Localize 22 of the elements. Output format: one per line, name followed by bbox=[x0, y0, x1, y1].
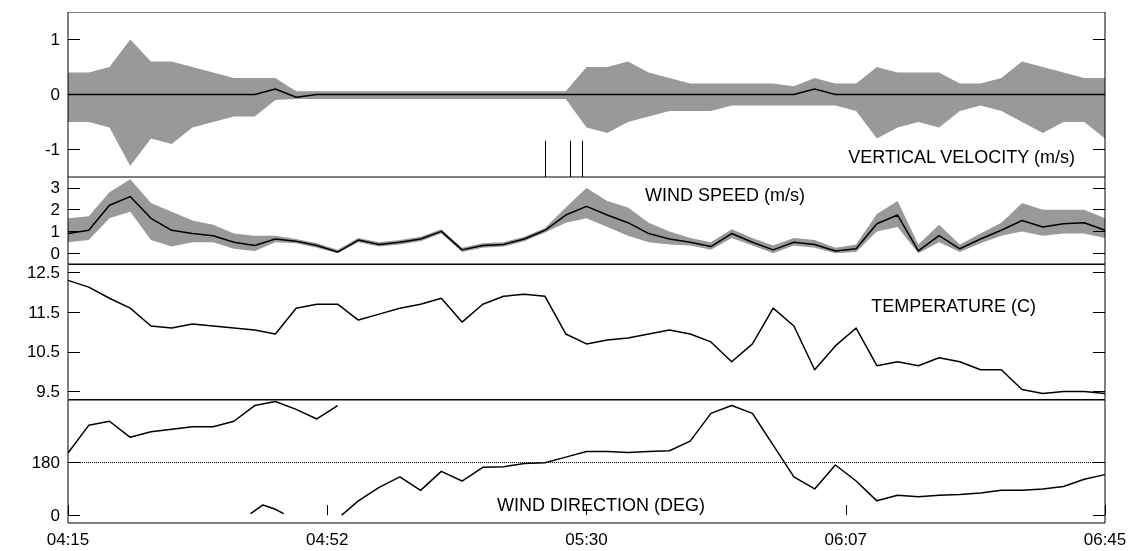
y-tick-label: 0 bbox=[50, 85, 60, 104]
y-tick-label: 0 bbox=[50, 505, 60, 525]
x-tick-label: 06:07 bbox=[824, 530, 868, 549]
text: VERTICAL VELOCITY (m/s) bbox=[848, 147, 1076, 167]
y-tick-label: 2 bbox=[50, 200, 60, 220]
x-tick-label: 04:52 bbox=[305, 530, 349, 549]
y-tick-label: 180 bbox=[31, 453, 60, 473]
y-tick-label: 9.5 bbox=[36, 382, 60, 402]
y-tick-label: -1 bbox=[44, 140, 60, 159]
text: TEMPERATURE (C) bbox=[871, 296, 1037, 316]
x-tick-label: 04:15 bbox=[46, 530, 90, 549]
y-tick-label: 1 bbox=[50, 30, 60, 49]
y-tick-label: 3 bbox=[50, 178, 60, 198]
y-tick-label: 12.5 bbox=[26, 262, 60, 282]
y-tick-label: 0 bbox=[50, 243, 60, 263]
y-tick-label: 11.5 bbox=[28, 302, 60, 322]
text: WIND DIRECTION (DEG) bbox=[497, 495, 705, 515]
x-tick-label: 06:45 bbox=[1083, 530, 1127, 549]
chart-title: WIND SPEED (m/s) bbox=[645, 185, 805, 205]
x-tick-label: 05:30 bbox=[565, 530, 608, 549]
y-tick-label: 10.5 bbox=[26, 342, 60, 362]
y-tick-label: 1 bbox=[50, 221, 60, 241]
